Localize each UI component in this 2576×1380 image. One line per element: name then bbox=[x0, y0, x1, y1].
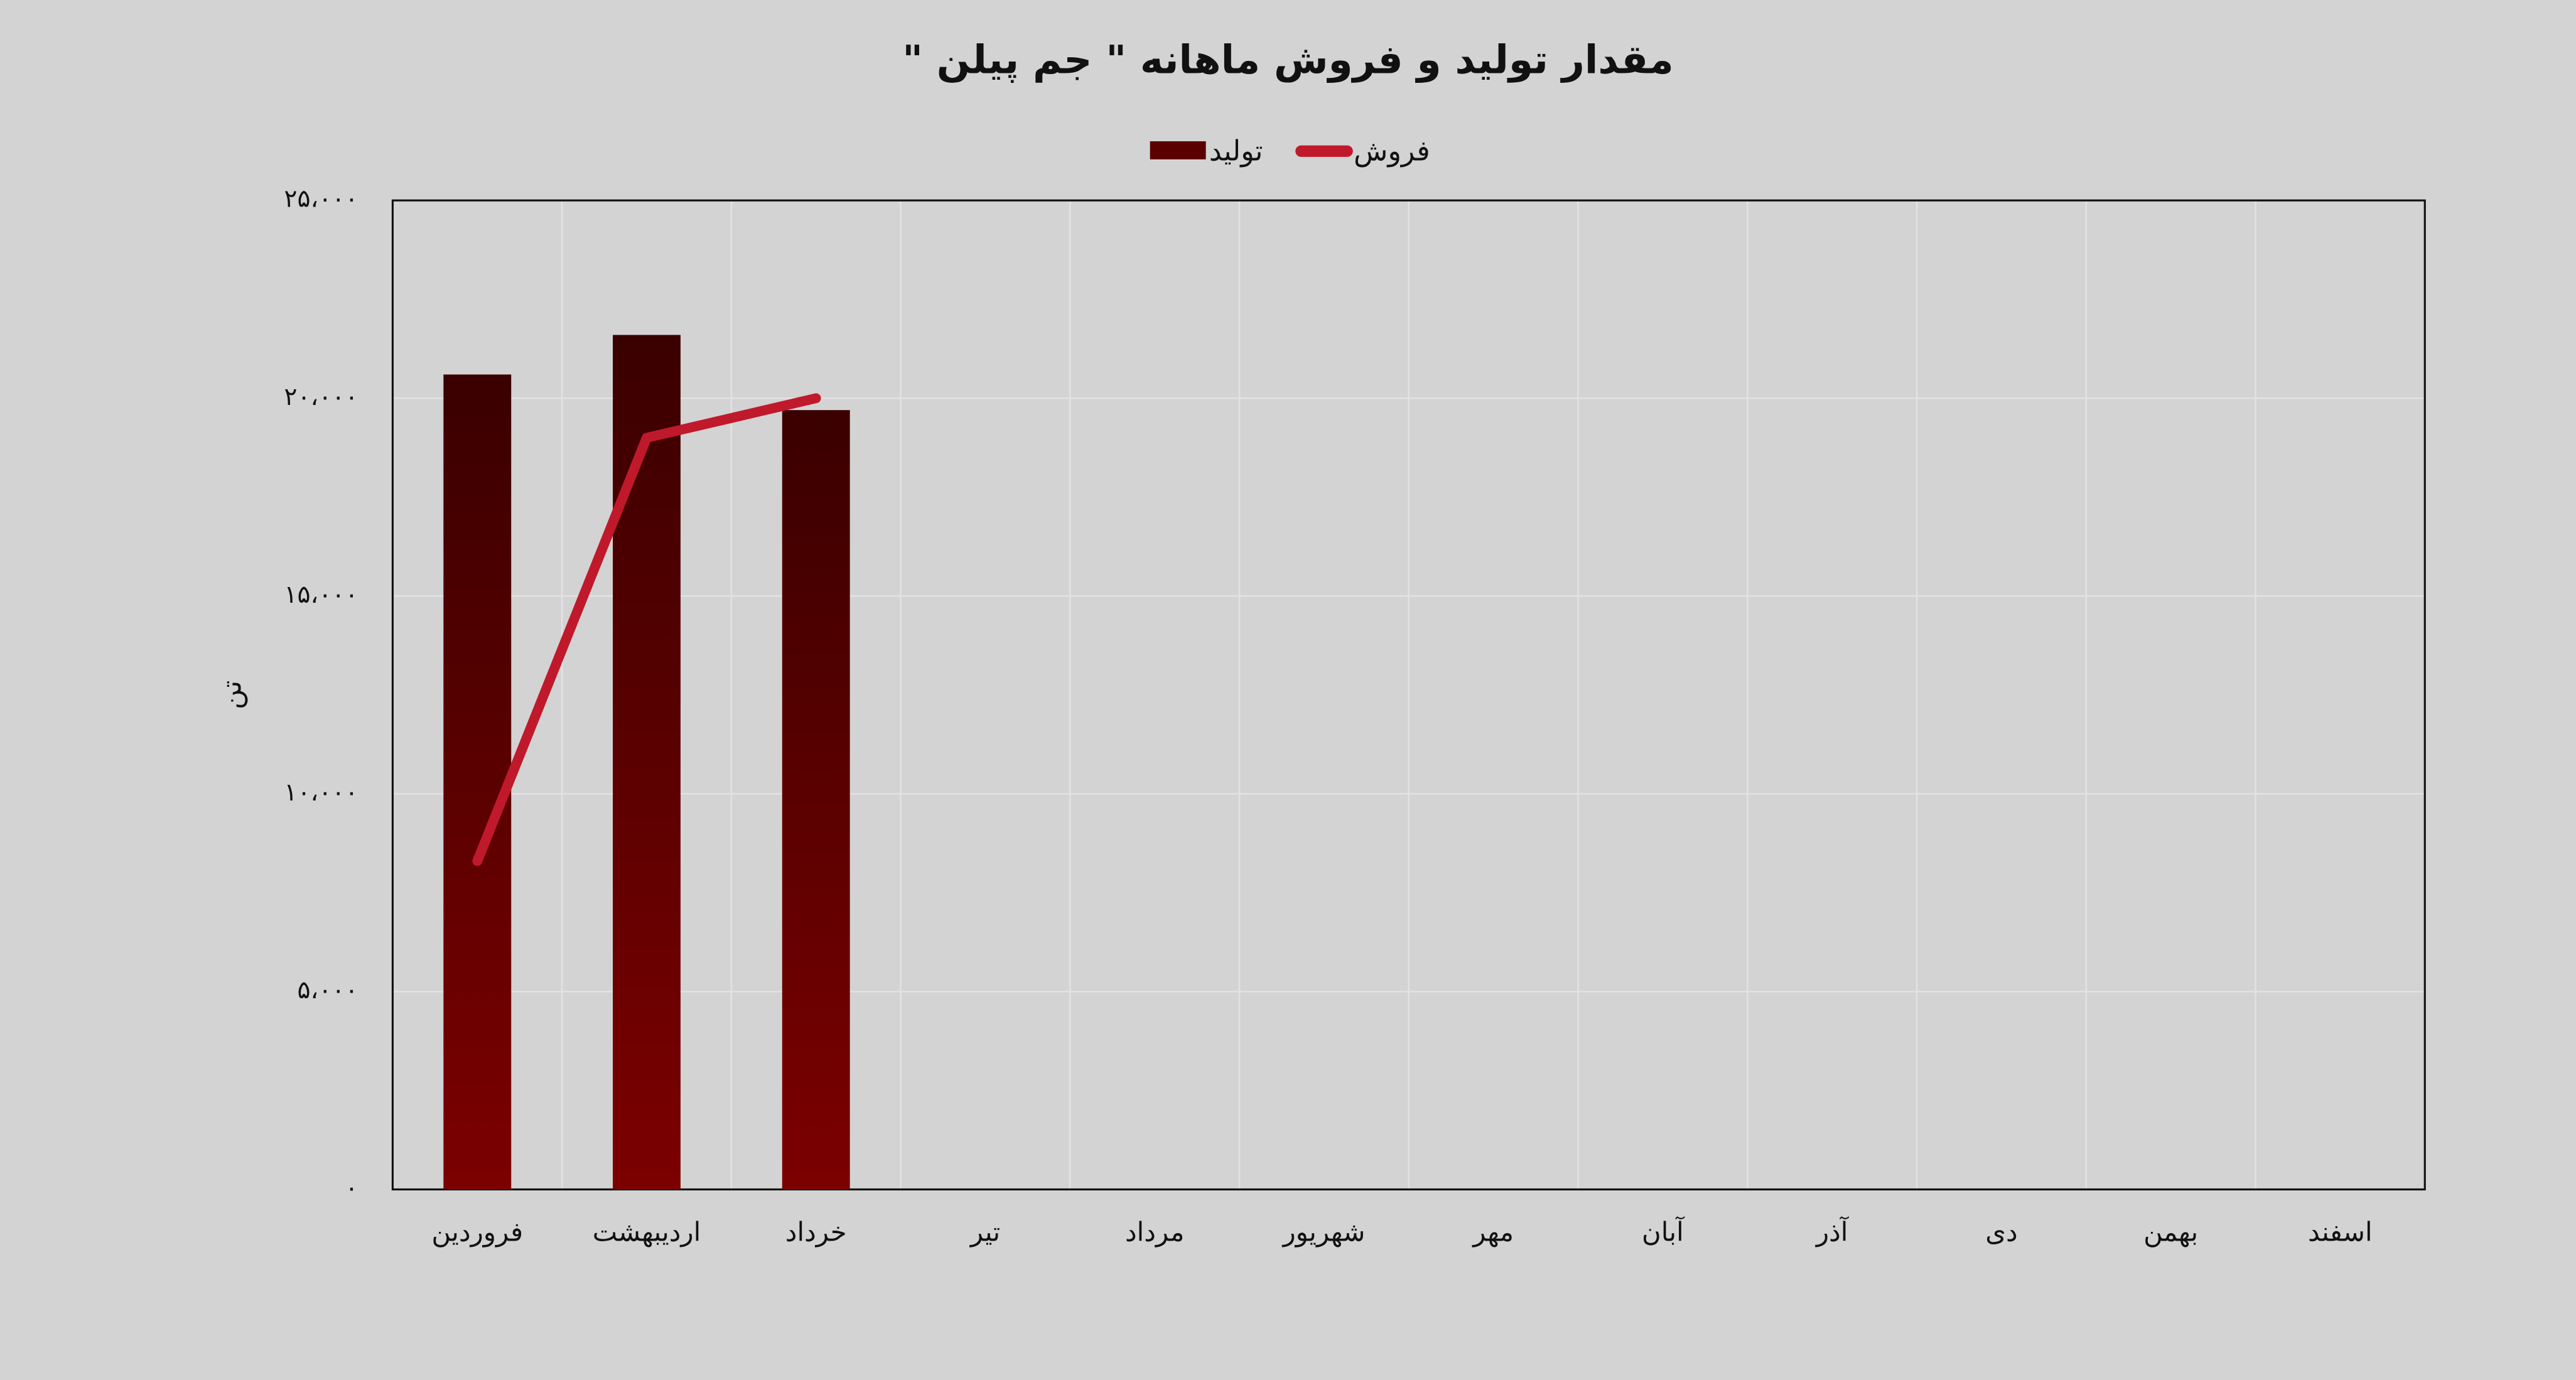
x-tick-label: اردیبهشت bbox=[593, 1217, 701, 1248]
y-tick-label: ۱۵،۰۰۰ bbox=[284, 581, 358, 609]
x-tick-label: مهر bbox=[1472, 1217, 1514, 1248]
x-tick-label: شهریور bbox=[1281, 1217, 1365, 1248]
x-tick-label: تیر bbox=[969, 1217, 1000, 1248]
legend-label: فروش bbox=[1354, 135, 1430, 167]
legend-swatch bbox=[1150, 141, 1206, 159]
y-tick-label: ۵،۰۰۰ bbox=[297, 976, 358, 1005]
y-tick-label: ۱۰،۰۰۰ bbox=[284, 779, 358, 807]
y-tick-label: ۰ bbox=[345, 1174, 358, 1202]
x-tick-label: فروردین bbox=[431, 1217, 523, 1248]
legend-label: تولید bbox=[1209, 135, 1263, 167]
bar bbox=[782, 410, 850, 1190]
y-axis-label: تن bbox=[216, 681, 248, 709]
bar bbox=[613, 335, 681, 1190]
y-tick-label: ۲۰،۰۰۰ bbox=[284, 383, 358, 411]
x-tick-label: اسفند bbox=[2308, 1217, 2372, 1248]
plot-border bbox=[391, 199, 2426, 1191]
x-tick-label: دی bbox=[1985, 1217, 2017, 1248]
bar bbox=[443, 374, 512, 1190]
y-tick-label: ۲۵،۰۰۰ bbox=[284, 185, 358, 213]
x-tick-label: خرداد bbox=[785, 1217, 847, 1248]
x-tick-label: بهمن bbox=[2143, 1217, 2198, 1248]
line bbox=[472, 393, 821, 866]
x-tick-label: آبان bbox=[1642, 1216, 1685, 1248]
chart-title: مقدار تولید و فروش ماهانه " جم پیلن " bbox=[902, 37, 1674, 84]
x-tick-label: مرداد bbox=[1125, 1217, 1184, 1248]
x-tick-label: آذر bbox=[1815, 1216, 1850, 1248]
